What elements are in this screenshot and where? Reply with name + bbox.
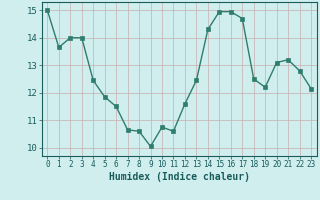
X-axis label: Humidex (Indice chaleur): Humidex (Indice chaleur) (109, 172, 250, 182)
